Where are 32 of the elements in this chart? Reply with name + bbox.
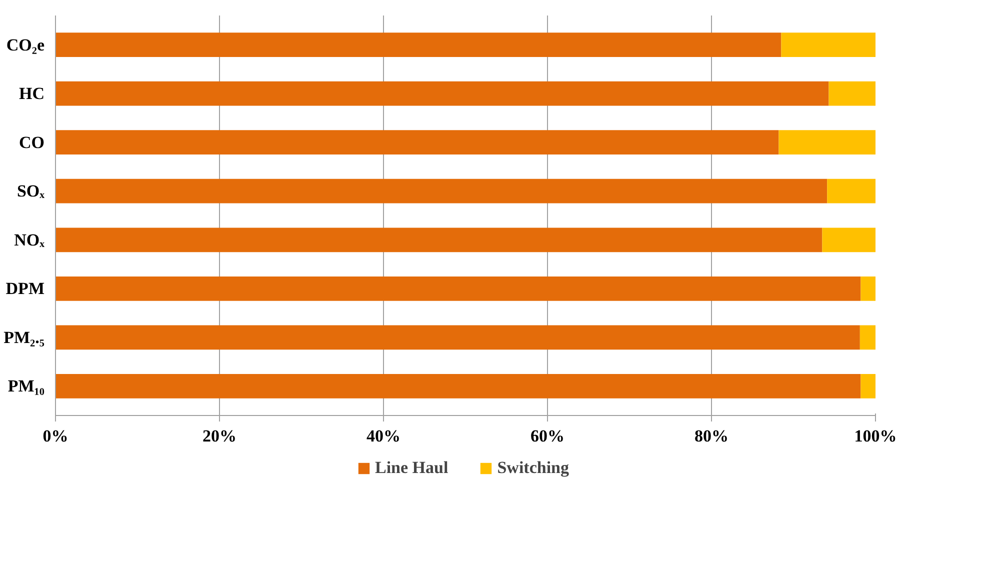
bar — [827, 178, 876, 204]
bar — [781, 32, 876, 57]
y-tick-label: SOₓ — [16, 182, 45, 201]
y-tick-label: DPM — [6, 279, 45, 298]
bar — [778, 130, 876, 155]
bar — [56, 81, 829, 106]
x-tick-label: 60% — [530, 426, 564, 446]
bar — [56, 276, 861, 301]
x-tick-label: 40% — [366, 426, 400, 446]
bar — [860, 276, 876, 301]
bar — [56, 130, 779, 155]
x-tick-label: 80% — [694, 426, 728, 446]
y-tick-label: NOₓ — [14, 230, 45, 250]
bar — [860, 325, 876, 350]
legend-label: Switching — [497, 458, 570, 478]
y-tick-label: PM₁₀ — [8, 376, 44, 396]
y-tick-label: HC — [19, 84, 44, 104]
bar — [822, 228, 876, 252]
bar — [860, 374, 876, 398]
bar — [56, 325, 860, 350]
x-tick-label: 0% — [42, 426, 68, 446]
y-tick-label: PM₂.₅ — [4, 328, 44, 347]
legend-label: Line Haul — [374, 458, 448, 478]
y-tick-label: CO — [19, 132, 44, 152]
bar — [56, 228, 822, 252]
bar — [828, 81, 876, 106]
x-tick-label: 20% — [202, 426, 236, 446]
bar — [56, 32, 782, 57]
x-tick-label: 100% — [854, 426, 897, 446]
bar — [56, 374, 861, 398]
y-tick-label: CO₂e — [6, 35, 45, 54]
bar — [56, 178, 828, 204]
